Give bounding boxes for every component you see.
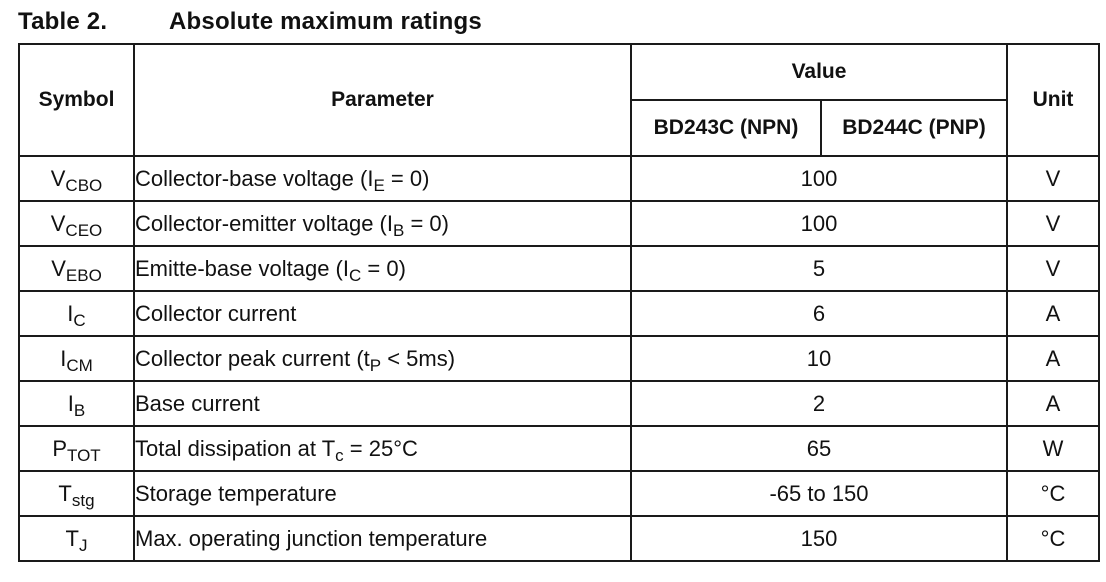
symbol-cell: VEBO [18, 245, 135, 292]
symbol-main: T [65, 525, 79, 551]
parameter-text-tail: = 0) [384, 165, 430, 191]
table-number: Table 2. [18, 8, 108, 35]
unit-cell: °C [1006, 515, 1100, 562]
symbol-subscript: EBO [65, 265, 102, 285]
symbol-cell: PTOT [18, 425, 135, 472]
symbol-cell: VCBO [18, 155, 135, 202]
value-cell: 5 [630, 245, 1008, 292]
table-row: IB Base current 2 A [18, 380, 1100, 427]
symbol-subscript: J [78, 535, 88, 555]
symbol-cell: VCEO [18, 200, 135, 247]
parameter-text-tail: = 0) [404, 210, 449, 236]
symbol-subscript: CM [66, 355, 93, 375]
unit-cell: V [1006, 200, 1100, 247]
symbol-cell: ICM [18, 335, 135, 382]
table-row: ICM Collector peak current (tP < 5ms) 10 A [18, 335, 1100, 382]
value-cell: 10 [630, 335, 1008, 382]
header-value: Value [630, 43, 1008, 101]
parameter-cell: Total dissipation at Tc = 25°C [133, 425, 632, 472]
symbol-main: I [67, 300, 74, 326]
symbol-main: V [50, 210, 66, 236]
header-row-2: BD243C (NPN) BD244C (PNP) [19, 99, 1099, 157]
value-cell: 150 [630, 515, 1008, 562]
table-row: Tstg Storage temperature -65 to 150 °C [18, 470, 1100, 517]
value-cell: -65 to 150 [630, 470, 1008, 517]
symbol-main: I [67, 390, 74, 416]
unit-cell: A [1006, 380, 1100, 427]
symbol-main: P [52, 435, 67, 461]
parameter-text: Collector current [135, 300, 297, 326]
header-npn: BD243C (NPN) [630, 99, 822, 157]
symbol-subscript: B [73, 400, 86, 420]
symbol-subscript: C [73, 310, 86, 330]
parameter-text: Max. operating junction temperature [135, 525, 488, 551]
value-cell: 6 [630, 290, 1008, 337]
parameter-text: Total dissipation at T [135, 435, 336, 461]
unit-cell: V [1006, 155, 1100, 202]
symbol-main: V [51, 255, 66, 281]
parameter-text-tail: = 0) [361, 255, 406, 281]
symbol-main: I [60, 345, 67, 371]
absolute-maximum-ratings-table: Symbol Parameter Value Unit BD243C (NPN)… [18, 43, 1100, 562]
parameter-cell: Collector-base voltage (IE = 0) [133, 155, 632, 202]
table-row: VCBO Collector-base voltage (IE = 0) 100 V [18, 155, 1100, 202]
table-row: PTOT Total dissipation at Tc = 25°C 65 W [18, 425, 1100, 472]
table-caption: Table 2. Absolute maximum ratings [18, 8, 482, 36]
unit-cell: V [1006, 245, 1100, 292]
value-cell: 100 [630, 155, 1008, 202]
parameter-text: Storage temperature [135, 480, 337, 506]
parameter-text-tail: < 5ms) [381, 345, 456, 371]
parameter-subscript: P [369, 355, 382, 375]
symbol-cell: IB [18, 380, 135, 427]
parameter-cell: Max. operating junction temperature [133, 515, 632, 562]
parameter-subscript: E [373, 175, 385, 195]
parameter-cell: Base current [133, 380, 632, 427]
symbol-subscript: CEO [65, 220, 103, 240]
parameter-text: Base current [135, 390, 260, 416]
table-row: VEBO Emitte-base voltage (IC = 0) 5 V [18, 245, 1100, 292]
parameter-cell: Collector current [133, 290, 632, 337]
table-row: IC Collector current 6 A [18, 290, 1100, 337]
symbol-subscript: CBO [65, 175, 103, 195]
header-unit: Unit [1006, 43, 1100, 157]
symbol-cell: Tstg [18, 470, 135, 517]
parameter-text: Collector peak current (t [135, 345, 370, 371]
header-symbol: Symbol [18, 43, 135, 157]
unit-cell: A [1006, 290, 1100, 337]
value-cell: 65 [630, 425, 1008, 472]
header-row-1: Symbol Parameter Value Unit [18, 43, 1100, 157]
header-pnp: BD244C (PNP) [820, 99, 1008, 157]
parameter-subscript: C [348, 265, 362, 285]
symbol-cell: TJ [18, 515, 135, 562]
parameter-subscript: B [392, 220, 405, 240]
table-title: Absolute maximum ratings [169, 8, 482, 35]
table-row: VCEO Collector-emitter voltage (IB = 0) 10… [18, 200, 1100, 247]
parameter-text: Collector-base voltage (I [135, 165, 374, 191]
header-parameter: Parameter [133, 43, 632, 157]
symbol-main: V [50, 165, 66, 191]
value-cell: 100 [630, 200, 1008, 247]
parameter-text-tail: = 25°C [343, 435, 418, 461]
parameter-cell: Collector peak current (tP < 5ms) [133, 335, 632, 382]
symbol-subscript: TOT [67, 445, 101, 465]
parameter-subscript: c [335, 445, 344, 465]
symbol-cell: IC [18, 290, 135, 337]
table-body: VCBO Collector-base voltage (IE = 0) 100 V V… [18, 155, 1100, 562]
unit-cell: A [1006, 335, 1100, 382]
symbol-main: T [58, 480, 72, 506]
table-header: Symbol Parameter Value Unit BD243C (NPN)… [18, 43, 1100, 157]
parameter-cell: Storage temperature [133, 470, 632, 517]
value-cell: 2 [630, 380, 1008, 427]
parameter-cell: Collector-emitter voltage (IB = 0) [133, 200, 632, 247]
unit-cell: °C [1006, 470, 1100, 517]
unit-cell: W [1006, 425, 1100, 472]
parameter-text: Collector-emitter voltage (I [135, 210, 393, 236]
symbol-subscript: stg [71, 490, 95, 510]
parameter-cell: Emitte-base voltage (IC = 0) [133, 245, 632, 292]
table-row: TJ Max. operating junction temperature 150… [18, 515, 1100, 562]
parameter-text: Emitte-base voltage (I [135, 255, 349, 281]
